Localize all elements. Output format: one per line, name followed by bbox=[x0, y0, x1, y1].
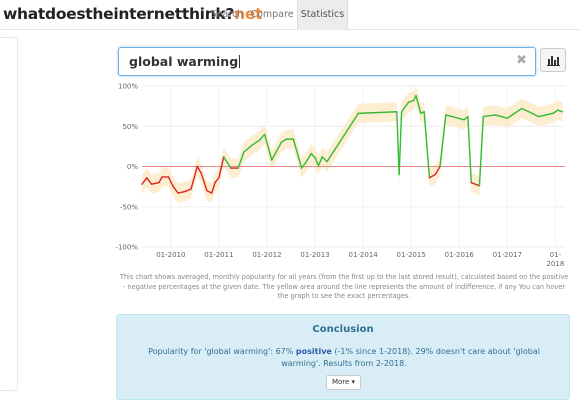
line-segment bbox=[146, 177, 153, 185]
line-segment bbox=[357, 111, 398, 115]
x-tick-label: 01-2016 bbox=[445, 251, 475, 259]
brand-logo[interactable]: whatdoestheinternetthink?net bbox=[3, 5, 263, 23]
x-tick-label: 2018 bbox=[546, 260, 564, 268]
line-segment bbox=[172, 185, 179, 194]
line-segment bbox=[423, 111, 431, 179]
y-tick-label: -100% bbox=[115, 244, 138, 252]
x-tick-label: 01-2017 bbox=[493, 251, 522, 259]
top-navbar: whatdoestheinternetthink?net Search Comp… bbox=[0, 0, 580, 30]
line-segment bbox=[482, 114, 497, 118]
line-segment bbox=[521, 107, 530, 113]
line-segment bbox=[263, 133, 273, 161]
more-button[interactable]: More ▾ bbox=[326, 375, 361, 390]
line-segment bbox=[467, 115, 472, 184]
x-tick-label: 01-2015 bbox=[397, 251, 426, 259]
line-segment bbox=[494, 114, 509, 119]
caret-down-icon: ▾ bbox=[351, 378, 356, 386]
line-segment bbox=[408, 99, 415, 103]
line-segment bbox=[317, 156, 323, 167]
line-segment bbox=[167, 176, 174, 188]
y-tick-label: 0% bbox=[127, 163, 138, 171]
line-segment bbox=[210, 181, 216, 194]
line-segment bbox=[396, 111, 400, 176]
line-segment bbox=[400, 101, 410, 113]
line-segment bbox=[305, 152, 312, 163]
line-segment bbox=[206, 189, 213, 194]
line-segment bbox=[292, 138, 303, 169]
line-segment bbox=[158, 176, 163, 184]
line-segment bbox=[470, 181, 481, 187]
line-segment bbox=[478, 115, 484, 187]
line-segment bbox=[398, 111, 403, 176]
line-segment bbox=[434, 165, 441, 176]
line-segment bbox=[150, 181, 160, 185]
line-segment bbox=[537, 114, 547, 118]
line-segment bbox=[528, 111, 540, 118]
line-segment bbox=[190, 165, 198, 190]
line-segment bbox=[326, 112, 360, 163]
nav-statistics[interactable]: Statistics bbox=[297, 0, 348, 30]
line-segment bbox=[506, 112, 516, 119]
line-segment bbox=[250, 139, 261, 147]
nav-compare[interactable]: Compare bbox=[250, 9, 294, 20]
popularity-chart[interactable]: 100% 50% 0% -50% -100% 01-2010 01-2011 01-2012 0… bbox=[0, 0, 580, 272]
search-input[interactable]: global warming ✖ bbox=[118, 47, 536, 76]
line-segment bbox=[271, 141, 283, 161]
bar-chart-icon bbox=[547, 56, 560, 66]
line-segment bbox=[177, 190, 186, 194]
line-segment bbox=[218, 156, 225, 179]
y-tick-label: -50% bbox=[120, 203, 138, 211]
line-segment bbox=[545, 112, 554, 116]
line-segment bbox=[141, 177, 148, 185]
side-panel bbox=[0, 37, 18, 391]
positive-label: positive bbox=[295, 347, 332, 356]
line-segment bbox=[428, 173, 436, 179]
line-segment bbox=[196, 165, 202, 174]
x-tick-label: 01-2010 bbox=[156, 251, 185, 259]
indifference-band bbox=[142, 86, 563, 203]
line-segment bbox=[223, 156, 232, 169]
line-segment bbox=[314, 156, 320, 167]
conclusion-title: Conclusion bbox=[312, 324, 374, 335]
line-segment bbox=[237, 151, 245, 169]
conclusion-text: Popularity for 'global warming': 67% pos… bbox=[148, 347, 540, 368]
y-tick-label: 100% bbox=[118, 83, 138, 91]
line-segment bbox=[321, 156, 328, 163]
chart-view-button[interactable] bbox=[540, 48, 566, 72]
chart-caption: This chart shows averaged, monthly popul… bbox=[119, 273, 569, 300]
conclusion-panel: Conclusion Popularity for 'global warmin… bbox=[116, 314, 570, 400]
line-segment bbox=[513, 107, 523, 115]
line-segment bbox=[300, 160, 308, 169]
line-segment bbox=[415, 94, 422, 115]
line-segment bbox=[280, 138, 287, 144]
line-segment bbox=[200, 172, 208, 192]
close-icon[interactable]: ✖ bbox=[516, 53, 527, 68]
search-input-value: global warming bbox=[129, 54, 241, 69]
line-segment bbox=[445, 114, 465, 121]
line-segment bbox=[310, 152, 316, 159]
line-segment bbox=[259, 133, 266, 141]
nav-search[interactable]: Search bbox=[210, 9, 244, 20]
line-segment bbox=[243, 144, 253, 153]
x-tick-label: 01-2014 bbox=[348, 251, 378, 259]
x-tick-label: 01- bbox=[550, 251, 562, 259]
x-tick-label: 01-2011 bbox=[204, 251, 233, 259]
y-tick-label: 50% bbox=[122, 123, 138, 131]
line-segment bbox=[557, 109, 564, 113]
x-tick-label: 01-2012 bbox=[252, 251, 281, 259]
line-segment bbox=[184, 188, 192, 193]
line-segment bbox=[214, 177, 220, 184]
line-segment bbox=[552, 109, 559, 115]
line-segment bbox=[439, 114, 447, 168]
x-tick-label: 01-2013 bbox=[300, 251, 329, 259]
